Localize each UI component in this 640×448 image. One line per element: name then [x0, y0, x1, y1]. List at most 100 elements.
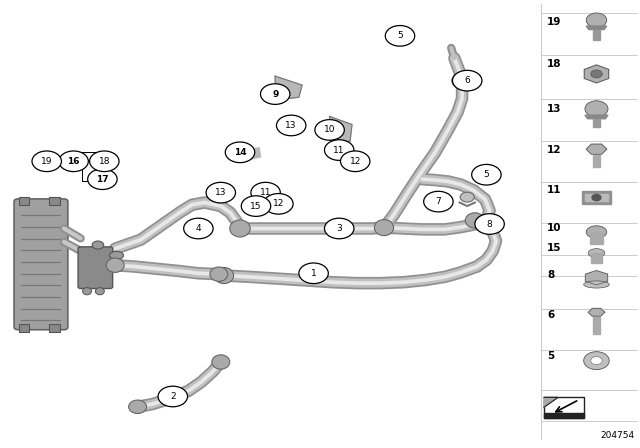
Text: 11: 11 — [260, 188, 271, 197]
Circle shape — [59, 151, 88, 172]
Text: 17: 17 — [96, 175, 109, 184]
Circle shape — [158, 386, 188, 407]
Polygon shape — [593, 119, 600, 127]
Bar — [49, 197, 60, 205]
Polygon shape — [590, 232, 603, 244]
Circle shape — [472, 164, 501, 185]
Circle shape — [206, 182, 236, 203]
Ellipse shape — [586, 226, 607, 238]
Ellipse shape — [83, 288, 92, 295]
Polygon shape — [588, 308, 605, 316]
Text: 13: 13 — [547, 104, 562, 114]
Text: 5: 5 — [397, 31, 403, 40]
Polygon shape — [584, 65, 609, 83]
Text: 204754: 204754 — [601, 431, 635, 440]
Text: 9: 9 — [272, 90, 278, 99]
Bar — [19, 197, 29, 205]
Text: 16: 16 — [67, 157, 80, 166]
Circle shape — [475, 214, 504, 234]
Polygon shape — [586, 144, 607, 154]
Text: 7: 7 — [436, 197, 441, 206]
Ellipse shape — [109, 251, 124, 259]
Circle shape — [584, 352, 609, 370]
Text: 12: 12 — [273, 199, 284, 208]
Circle shape — [90, 151, 119, 172]
Circle shape — [340, 151, 370, 172]
FancyBboxPatch shape — [78, 247, 113, 289]
Circle shape — [88, 169, 117, 190]
Text: 18: 18 — [547, 60, 562, 69]
Text: 12: 12 — [547, 145, 562, 155]
Ellipse shape — [374, 220, 394, 236]
Circle shape — [299, 263, 328, 284]
Polygon shape — [591, 253, 602, 263]
Bar — [544, 397, 584, 418]
Text: 18: 18 — [99, 157, 110, 166]
Polygon shape — [593, 155, 600, 167]
Ellipse shape — [588, 249, 605, 258]
Polygon shape — [582, 191, 611, 204]
Circle shape — [315, 120, 344, 140]
Bar — [49, 324, 60, 332]
Circle shape — [251, 182, 280, 203]
Text: 6: 6 — [547, 310, 554, 320]
Ellipse shape — [584, 281, 609, 288]
Polygon shape — [585, 194, 608, 201]
Polygon shape — [586, 271, 607, 285]
Polygon shape — [585, 115, 608, 119]
Polygon shape — [330, 116, 352, 142]
Ellipse shape — [92, 241, 104, 249]
Circle shape — [591, 357, 602, 365]
Text: 6: 6 — [465, 76, 470, 85]
Text: 8: 8 — [547, 270, 554, 280]
Text: 15: 15 — [547, 243, 562, 253]
Ellipse shape — [95, 288, 104, 295]
Polygon shape — [593, 317, 600, 334]
Text: 15: 15 — [250, 202, 262, 211]
Text: 3: 3 — [337, 224, 342, 233]
Polygon shape — [241, 148, 260, 159]
Ellipse shape — [465, 213, 484, 228]
Circle shape — [385, 26, 415, 46]
Circle shape — [586, 13, 607, 27]
Circle shape — [276, 115, 306, 136]
Ellipse shape — [210, 267, 228, 281]
Circle shape — [324, 218, 354, 239]
Circle shape — [260, 84, 290, 104]
Ellipse shape — [230, 220, 250, 237]
Text: 10: 10 — [324, 125, 335, 134]
Circle shape — [324, 140, 354, 160]
Bar — [19, 324, 29, 332]
Text: 19: 19 — [41, 157, 52, 166]
FancyBboxPatch shape — [14, 199, 68, 330]
Polygon shape — [586, 26, 607, 30]
Text: 1: 1 — [311, 269, 316, 278]
Text: 11: 11 — [547, 185, 562, 195]
Text: 2: 2 — [170, 392, 175, 401]
Circle shape — [452, 70, 482, 91]
Ellipse shape — [129, 400, 147, 414]
Text: 14: 14 — [234, 148, 246, 157]
Ellipse shape — [212, 355, 230, 369]
Circle shape — [424, 191, 453, 212]
Ellipse shape — [214, 267, 234, 284]
Circle shape — [241, 196, 271, 216]
Text: 19: 19 — [547, 17, 561, 27]
Circle shape — [184, 218, 213, 239]
Ellipse shape — [109, 262, 124, 270]
Text: 11: 11 — [333, 146, 345, 155]
Circle shape — [225, 142, 255, 163]
Circle shape — [585, 101, 608, 117]
Text: 13: 13 — [215, 188, 227, 197]
Ellipse shape — [460, 192, 474, 202]
Ellipse shape — [452, 73, 472, 89]
Circle shape — [591, 70, 602, 78]
Text: 8: 8 — [487, 220, 492, 228]
Text: 5: 5 — [484, 170, 489, 179]
Polygon shape — [593, 30, 600, 40]
Text: 5: 5 — [547, 351, 554, 361]
Text: 13: 13 — [285, 121, 297, 130]
Text: 10: 10 — [547, 223, 562, 233]
Text: 12: 12 — [349, 157, 361, 166]
Circle shape — [32, 151, 61, 172]
